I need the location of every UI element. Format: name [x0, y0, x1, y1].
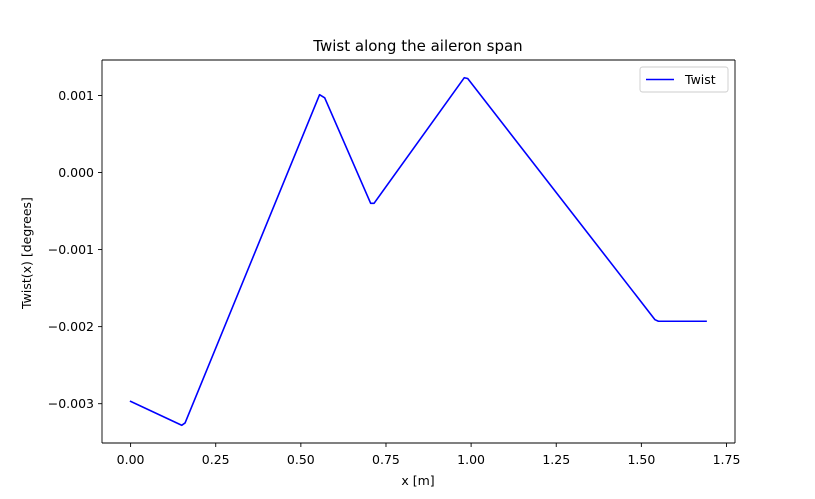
x-tick-label: 1.50 — [627, 452, 655, 467]
y-tick-label: −0.003 — [48, 396, 94, 411]
legend-label: Twist — [684, 72, 716, 87]
y-axis-label: Twist(x) [degrees] — [19, 197, 34, 310]
x-tick-label: 0.50 — [287, 452, 315, 467]
y-tick-label: −0.001 — [48, 242, 94, 257]
x-tick-label: 0.00 — [117, 452, 145, 467]
x-tick-label: 0.75 — [372, 452, 400, 467]
y-tick-label: −0.002 — [48, 319, 94, 334]
x-tick-label: 0.25 — [202, 452, 230, 467]
series-line-0 — [129, 76, 707, 427]
y-tick-label: 0.001 — [58, 88, 94, 103]
chart-title: Twist along the aileron span — [312, 37, 522, 55]
legend-box — [639, 66, 729, 93]
x-tick-label: 1.75 — [713, 452, 741, 467]
plot-area — [129, 76, 707, 427]
x-tick-label: 1.00 — [457, 452, 485, 467]
legend: Twist — [639, 66, 729, 93]
x-tick-label: 1.25 — [542, 452, 570, 467]
y-tick-label: 0.000 — [58, 165, 94, 180]
x-axis-label: x [m] — [401, 473, 434, 488]
axes: 0.00 0.25 0.50 0.75 1.00 1.25 1.50 1.75 −0.003 −0… — [48, 59, 741, 467]
